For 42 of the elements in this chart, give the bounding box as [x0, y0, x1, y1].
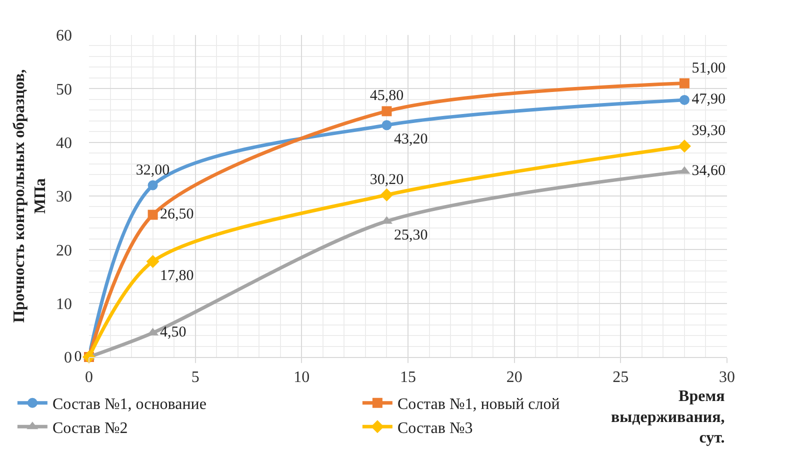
- x-tick-label: 10: [294, 369, 310, 386]
- data-label: 45,80: [370, 88, 404, 104]
- data-label: 4,50: [160, 324, 186, 341]
- x-tick-label: 30: [719, 369, 735, 386]
- y-axis-title: Прочность контрольных образцов, МПа: [11, 69, 49, 323]
- legend-label: Состав №3: [397, 420, 473, 437]
- point: [148, 180, 158, 190]
- data-label: 32,00: [136, 162, 170, 178]
- legend-label: Состав №1, новый слой: [397, 396, 560, 414]
- x-axis-title: Время выдерживания, сут.: [611, 388, 726, 447]
- x-tick-label: 0: [85, 369, 93, 386]
- data-label: 30,20: [370, 172, 404, 188]
- data-label: 0: [74, 348, 82, 365]
- y-tick-label: 20: [56, 242, 72, 260]
- legend-label: Состав №1, основание: [52, 396, 206, 414]
- x-tick-label: 5: [191, 369, 200, 386]
- data-label: 51,00: [692, 60, 726, 76]
- x-tick-label: 15: [400, 369, 416, 386]
- data-label: 17,80: [160, 268, 194, 284]
- point: [678, 140, 691, 153]
- data-label: 39,30: [692, 123, 726, 140]
- point: [382, 106, 392, 116]
- x-tick-label: 25: [612, 369, 629, 386]
- y-tick-label: 60: [56, 28, 72, 45]
- point: [148, 210, 158, 220]
- y-tick-label: 40: [56, 134, 72, 152]
- data-label: 47,90: [692, 92, 726, 108]
- data-label: 25,30: [394, 228, 428, 244]
- y-tick-label: 0: [64, 350, 72, 367]
- point: [679, 78, 690, 88]
- legend-label: Состав №2: [52, 420, 128, 437]
- y-tick-label: 10: [56, 296, 72, 313]
- data-label: 34,60: [692, 163, 726, 180]
- point: [380, 188, 394, 202]
- data-label: 26,50: [160, 206, 194, 223]
- point: [382, 120, 392, 130]
- point: [679, 94, 690, 105]
- point: [146, 254, 160, 268]
- y-tick-label: 30: [56, 188, 72, 206]
- x-tick-label: 20: [506, 369, 522, 386]
- y-tick-label: 50: [56, 81, 72, 98]
- data-label: 43,20: [394, 132, 428, 148]
